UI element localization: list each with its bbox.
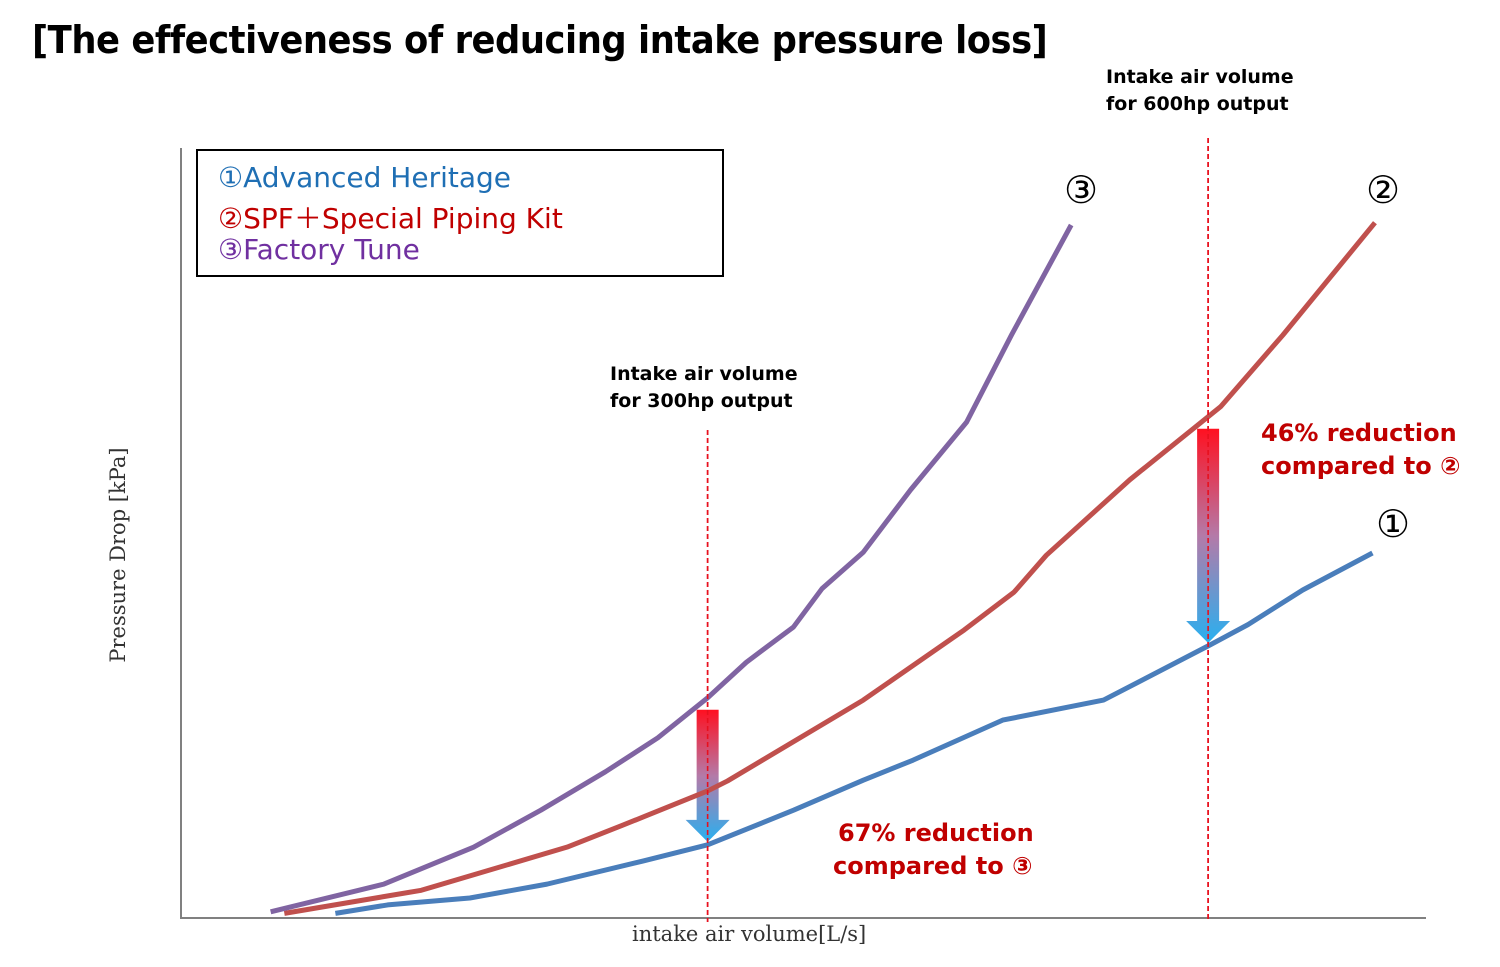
annotation-600hp-line2: for 600hp output xyxy=(1106,93,1289,115)
annotation-300hp-label: Intake air volume for 300hp output xyxy=(610,361,798,415)
annotation-67-line1: 67% reduction xyxy=(838,819,1034,847)
annotation-300hp-line2: for 300hp output xyxy=(610,390,793,412)
annotation-46-line2: compared to ② xyxy=(1261,452,1461,480)
annotation-67-reduction: 67% reduction compared to ③ xyxy=(833,817,1034,883)
series-marker-advanced-heritage: ① xyxy=(1376,502,1411,546)
chart-title: [The effectiveness of reducing intake pr… xyxy=(32,18,1048,62)
reduction-arrow-46 xyxy=(1186,428,1231,643)
x-axis-label: intake air volume[L/s] xyxy=(632,922,867,946)
annotation-600hp-label: Intake air volume for 600hp output xyxy=(1106,64,1294,118)
legend-item-factory-tune: ③Factory Tune xyxy=(218,233,420,266)
series-marker-spf: ② xyxy=(1366,168,1401,212)
annotation-300hp-line1: Intake air volume xyxy=(610,363,798,385)
annotation-600hp-line1: Intake air volume xyxy=(1106,66,1294,88)
series-marker-factory-tune: ③ xyxy=(1064,168,1099,212)
legend-item-advanced-heritage: ①Advanced Heritage xyxy=(218,161,512,194)
series-line-spf-special-piping-kit xyxy=(283,221,1377,916)
legend: ①Advanced Heritage ②SPF＋Special Piping K… xyxy=(196,149,724,277)
annotation-46-line1: 46% reduction xyxy=(1261,419,1457,447)
series-line-factory-tune xyxy=(270,223,1074,915)
annotation-67-line2: compared to ③ xyxy=(833,852,1033,880)
legend-item-spf-special-piping-kit: ②SPF＋Special Piping Kit xyxy=(218,202,563,235)
y-axis-label: Pressure Drop [kPa] xyxy=(106,447,130,663)
annotation-46-reduction: 46% reduction compared to ② xyxy=(1261,417,1460,483)
series-line-advanced-heritage xyxy=(334,550,1374,916)
